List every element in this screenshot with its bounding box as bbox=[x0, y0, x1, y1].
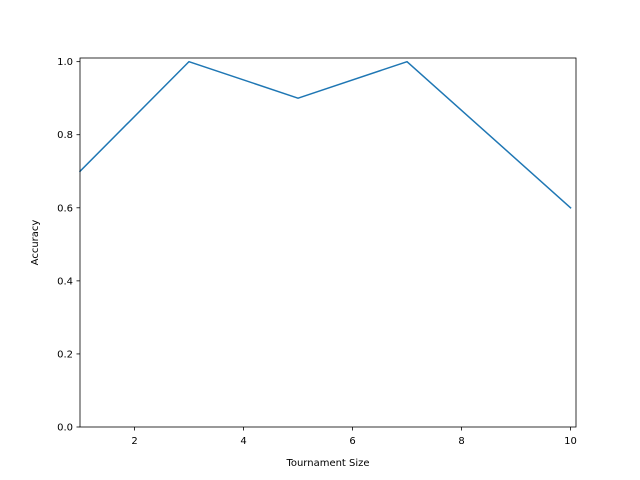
y-tick-label: 0.6 bbox=[57, 203, 73, 214]
x-tick-label: 6 bbox=[349, 436, 355, 447]
x-tick-label: 2 bbox=[131, 436, 137, 447]
axes-frame bbox=[79, 57, 577, 428]
y-tick-label: 0.0 bbox=[57, 423, 73, 434]
y-tick-label: 0.2 bbox=[57, 349, 73, 360]
series-layer bbox=[78, 60, 572, 209]
x-tick-label: 8 bbox=[458, 436, 464, 447]
series-line-0 bbox=[78, 60, 572, 209]
y-axis: 0.0 0.2 0.4 0.6 0.8 1.0 bbox=[57, 57, 80, 434]
y-tick-label: 0.8 bbox=[57, 130, 73, 141]
y-tick-label: 0.4 bbox=[57, 276, 73, 287]
x-axis-label: Tournament Size bbox=[285, 458, 369, 469]
x-axis: 2 4 6 8 10 bbox=[131, 427, 577, 447]
x-tick-label: 10 bbox=[564, 436, 577, 447]
y-tick-label: 1.0 bbox=[57, 57, 73, 68]
y-axis-label: Accuracy bbox=[30, 220, 41, 266]
x-tick-label: 4 bbox=[240, 436, 246, 447]
